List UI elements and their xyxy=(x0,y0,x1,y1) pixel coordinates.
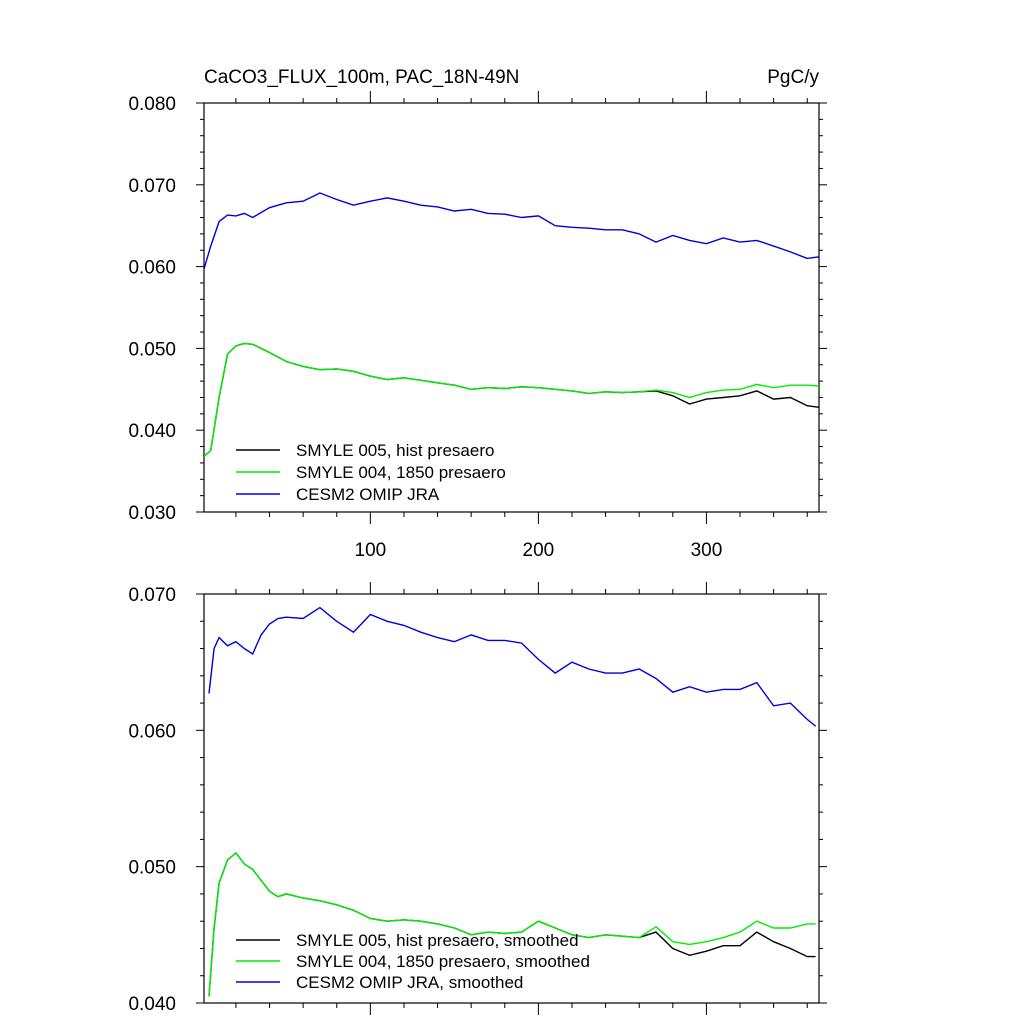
legend-label: SMYLE 005, hist presaero xyxy=(296,441,494,460)
plot-frame xyxy=(203,593,820,1004)
series-line-3 xyxy=(208,606,817,727)
legend-label: SMYLE 005, hist presaero, smoothed xyxy=(296,931,579,950)
series-line-2 xyxy=(204,342,819,457)
y-tick-label: 0.050 xyxy=(128,858,176,879)
x-tick-label: 100 xyxy=(355,540,387,561)
y-tick-label: 0.030 xyxy=(128,503,176,524)
legend-label: CESM2 OMIP JRA, smoothed xyxy=(296,973,523,992)
y-tick-label: 0.080 xyxy=(128,94,176,115)
chart-title: CaCO3_FLUX_100m, PAC_18N-49N xyxy=(204,67,519,88)
y-tick-label: 0.060 xyxy=(128,721,176,742)
units-label: PgC/y xyxy=(767,67,819,88)
y-tick-label: 0.060 xyxy=(128,258,176,279)
series-line-1 xyxy=(204,342,819,457)
series-line-3 xyxy=(204,192,819,270)
bottom-panel: 0.040 0.050 0.060 0.070 SMYLE 005, hist pres… xyxy=(128,582,827,1015)
x-tick-label: 200 xyxy=(523,540,555,561)
legend-label: SMYLE 004, 1850 presaero xyxy=(296,463,506,482)
legend-label: SMYLE 004, 1850 presaero, smoothed xyxy=(296,952,590,971)
legend-label: CESM2 OMIP JRA xyxy=(296,485,440,504)
y-tick-label: 0.070 xyxy=(128,585,176,606)
plot-frame xyxy=(203,102,820,513)
y-tick-label: 0.040 xyxy=(128,421,176,442)
top-panel: 0.030 0.040 0.050 0.060 0.070 0.080 100 200 300 S… xyxy=(128,91,827,561)
y-tick-label: 0.040 xyxy=(128,994,176,1015)
series-line-2 xyxy=(208,852,816,997)
y-tick-label: 0.070 xyxy=(128,176,176,197)
y-tick-label: 0.050 xyxy=(128,339,176,360)
x-tick-label: 300 xyxy=(691,540,723,561)
